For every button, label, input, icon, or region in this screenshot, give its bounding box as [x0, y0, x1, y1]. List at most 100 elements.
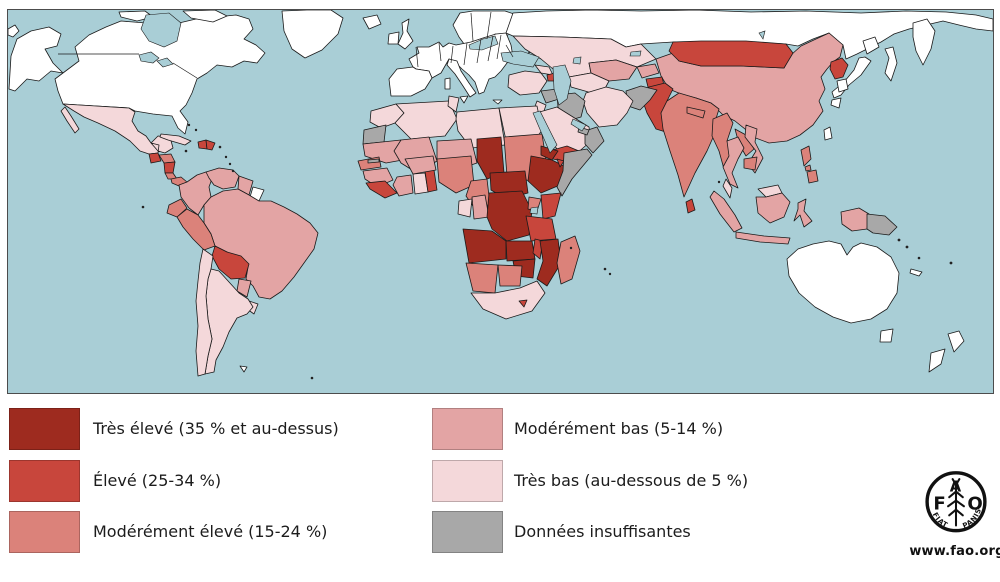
region-tunisia	[447, 95, 460, 113]
region-cuba	[159, 133, 192, 146]
legend-swatch-mod-eleve	[9, 511, 80, 553]
region-oman	[584, 126, 605, 154]
legend-item-mod-eleve: Modérément élevé (15-24 %)	[9, 511, 327, 553]
region-gabon	[457, 198, 473, 218]
region-sri-lanka	[685, 198, 696, 214]
region-nicaragua	[163, 161, 176, 174]
legend-item-mod-bas: Modérément bas (5-14 %)	[432, 408, 723, 450]
region-greenland	[281, 10, 344, 59]
wheat-stalk-icon	[947, 478, 965, 527]
fao-logo-icon: F A O FIAT PANIS	[925, 471, 987, 533]
region-iceland	[362, 14, 382, 30]
region-kamchatka	[912, 18, 936, 66]
region-iberia	[388, 66, 433, 97]
legend-swatch-eleve	[9, 460, 80, 502]
region-chile	[195, 248, 214, 377]
region-united-kingdom	[397, 18, 414, 50]
region-ireland	[387, 31, 400, 45]
region-iran	[582, 86, 634, 128]
world-map	[7, 9, 994, 394]
region-south-korea	[836, 78, 849, 93]
region-haiti	[197, 139, 208, 150]
legend-label-mod-bas: Modérément bas (5-14 %)	[514, 419, 724, 438]
fao-letter-f: F	[933, 494, 945, 515]
region-north-korea	[829, 57, 849, 80]
region-lesotho	[518, 299, 528, 308]
legend-swatch-tres-bas	[432, 460, 503, 502]
region-kenya	[540, 192, 562, 220]
region-guatemala	[148, 152, 162, 164]
region-angola	[462, 228, 507, 264]
region-siberia-fragment	[8, 24, 20, 38]
legend-label-eleve: Élevé (25-34 %)	[93, 471, 222, 490]
persian-gulf	[570, 118, 587, 132]
great-lakes	[138, 51, 174, 68]
region-papua-new-guinea	[866, 213, 898, 236]
region-algeria	[394, 100, 458, 140]
region-new-zealand	[928, 330, 965, 373]
fao-letter-o: O	[967, 494, 982, 515]
region-tanzania	[525, 215, 557, 242]
legend-item-eleve: Élevé (25-34 %)	[9, 460, 221, 502]
region-vietnam	[744, 124, 764, 174]
region-thailand	[722, 136, 745, 189]
region-somalia	[556, 148, 593, 197]
region-peru	[176, 208, 216, 251]
hudson-bay	[140, 12, 182, 48]
region-mozambique	[536, 238, 562, 287]
region-tasmania	[879, 328, 894, 343]
region-ivory-coast	[392, 174, 414, 197]
region-new-caledonia	[909, 268, 923, 277]
region-turkey	[507, 70, 548, 96]
lake-balkhash	[629, 50, 642, 57]
region-australia	[786, 240, 900, 324]
region-dr-congo	[486, 190, 533, 242]
region-honduras	[158, 153, 176, 164]
region-cambodia	[743, 156, 758, 171]
region-philippines	[800, 145, 819, 184]
region-sakhalin	[884, 46, 898, 82]
legend-label-tres-eleve: Très élevé (35 % et au-dessus)	[93, 419, 339, 438]
black-sea	[500, 50, 540, 68]
region-namibia	[465, 262, 499, 294]
region-paraguay	[236, 278, 252, 298]
region-nepal	[686, 106, 706, 119]
region-mongolia	[668, 40, 794, 69]
country-borders	[58, 11, 514, 79]
region-italy	[444, 58, 503, 105]
aral-sea	[572, 56, 582, 65]
caspian-sea	[552, 64, 572, 106]
region-south-africa	[470, 280, 546, 320]
region-venezuela	[205, 167, 240, 190]
lake-victoria	[529, 206, 539, 215]
region-western-sahara	[362, 124, 387, 145]
legend-label-tres-bas: Très bas (au-dessous de 5 %)	[514, 471, 749, 490]
region-taiwan	[823, 126, 833, 141]
legend-item-no-data: Données insuffisantes	[432, 511, 691, 553]
legend-label-no-data: Données insuffisantes	[514, 522, 691, 541]
region-indonesia	[709, 190, 870, 245]
region-bolivia	[211, 245, 250, 280]
region-alaska	[8, 26, 64, 92]
region-mexico	[60, 103, 174, 155]
legend-item-tres-bas: Très bas (au-dessous de 5 %)	[432, 460, 748, 502]
region-sierra-leone-liberia	[365, 180, 398, 199]
legend-swatch-tres-eleve	[9, 408, 80, 450]
world-map-svg	[8, 10, 993, 380]
legend-item-tres-eleve: Très élevé (35 % et au-dessus)	[9, 408, 339, 450]
region-zambia	[505, 240, 536, 262]
region-nigeria	[436, 155, 475, 194]
fao-logo: F A O FIAT PANIS	[922, 466, 990, 546]
fao-website: www.fao.org	[909, 544, 1000, 559]
region-kyrgyzstan	[636, 63, 660, 79]
region-falkland-islands	[239, 365, 248, 373]
legend-label-mod-eleve: Modérément élevé (15-24 %)	[93, 522, 328, 541]
legend-swatch-no-data	[432, 511, 503, 553]
region-djibouti	[556, 158, 565, 168]
small-islands	[141, 123, 953, 380]
red-sea	[532, 110, 558, 154]
region-gambia	[367, 158, 380, 164]
region-burkina-faso	[404, 155, 437, 175]
legend-swatch-mod-bas	[432, 408, 503, 450]
lake-baikal	[758, 30, 766, 40]
